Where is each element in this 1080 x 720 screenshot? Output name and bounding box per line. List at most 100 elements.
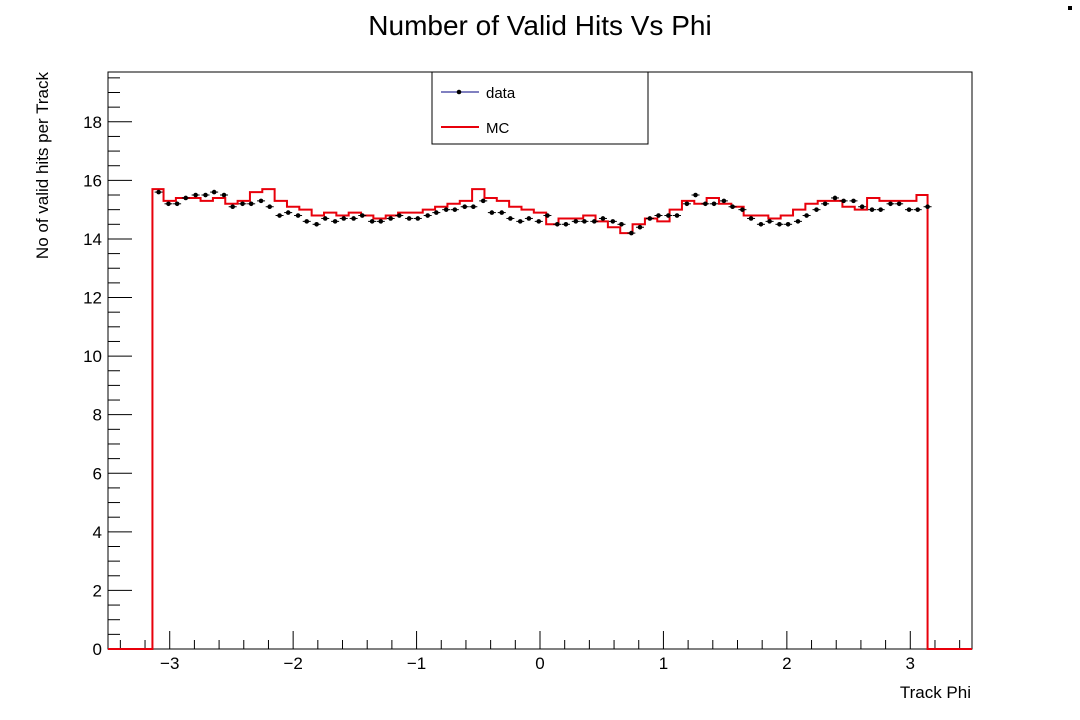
y-tick-label: 18 xyxy=(83,113,102,132)
data-point xyxy=(666,213,671,218)
data-point xyxy=(592,219,597,224)
data-point xyxy=(526,216,532,221)
data-point xyxy=(267,204,272,210)
corner-marker xyxy=(1068,6,1072,10)
data-point xyxy=(629,230,634,236)
data-point xyxy=(415,216,421,221)
data-point xyxy=(351,216,356,221)
data-point xyxy=(888,201,893,207)
data-point xyxy=(647,216,653,221)
data-point xyxy=(517,219,523,224)
data-point xyxy=(536,219,542,224)
data-point xyxy=(758,222,764,227)
data-point xyxy=(748,216,754,221)
data-point xyxy=(721,198,727,204)
x-tick-label: 1 xyxy=(659,654,668,673)
data-point xyxy=(674,213,680,218)
data-point xyxy=(563,222,569,227)
data-point xyxy=(582,219,587,224)
data-point xyxy=(545,213,550,218)
data-point xyxy=(777,222,782,227)
data-point xyxy=(193,192,198,198)
data-point xyxy=(878,207,883,212)
y-tick-label: 6 xyxy=(93,464,102,483)
data-point xyxy=(767,219,772,224)
legend-mc-label: MC xyxy=(486,120,509,137)
data-point xyxy=(637,224,643,230)
data-point xyxy=(211,189,217,195)
legend: data MC xyxy=(431,71,649,145)
data-point xyxy=(462,204,468,210)
data-point xyxy=(341,216,347,221)
y-tick-label: 2 xyxy=(93,581,102,600)
x-tick-label: 2 xyxy=(782,654,791,673)
data-point xyxy=(489,210,495,215)
legend-data-marker xyxy=(456,89,462,95)
data-point xyxy=(396,213,402,218)
data-point xyxy=(471,204,476,210)
data-point xyxy=(684,201,690,207)
data-point xyxy=(452,207,458,212)
data-point xyxy=(183,195,189,201)
x-tick-label: 0 xyxy=(535,654,544,673)
y-tick-label: 10 xyxy=(83,347,102,366)
data-point xyxy=(425,213,430,218)
data-point xyxy=(230,204,235,210)
data-point xyxy=(388,216,393,221)
data-point xyxy=(814,207,819,212)
data-point xyxy=(258,198,264,204)
data-point xyxy=(332,219,338,224)
data-point xyxy=(711,201,717,207)
data-point xyxy=(499,210,505,215)
data-point xyxy=(443,207,449,212)
data-point xyxy=(851,198,856,204)
data-point xyxy=(314,222,319,227)
data-point xyxy=(619,222,624,227)
data-point xyxy=(554,222,560,227)
data-point xyxy=(703,201,708,207)
data-point xyxy=(600,216,606,221)
data-point xyxy=(277,213,282,218)
data-point xyxy=(508,216,513,221)
data-point xyxy=(369,219,375,224)
data-point xyxy=(285,210,291,215)
data-point xyxy=(785,222,791,227)
data-point xyxy=(740,207,745,212)
legend-data-label: data xyxy=(486,85,516,102)
data-series xyxy=(154,189,932,236)
data-point xyxy=(378,219,384,224)
y-tick-label: 0 xyxy=(93,640,102,659)
data-point xyxy=(656,213,661,218)
data-point xyxy=(295,213,301,218)
data-point xyxy=(203,192,208,198)
y-tick-label: 16 xyxy=(83,171,102,190)
data-point xyxy=(221,192,227,198)
mc-step-line xyxy=(108,188,972,650)
mc-series xyxy=(108,188,972,650)
data-point xyxy=(359,213,365,218)
data-point xyxy=(174,201,180,207)
data-point xyxy=(573,219,579,224)
data-point xyxy=(166,201,171,207)
data-point xyxy=(869,207,875,212)
data-point xyxy=(925,204,930,210)
x-axis: −3 −2 −1 0 1 2 3 xyxy=(119,631,961,673)
data-point xyxy=(240,201,245,207)
data-point xyxy=(610,219,616,224)
y-tick-label: 12 xyxy=(83,289,102,308)
data-point xyxy=(906,207,912,212)
data-point xyxy=(822,201,828,207)
data-point xyxy=(434,210,439,215)
data-point xyxy=(248,201,254,207)
y-axis-title: No of valid hits per Track xyxy=(33,72,52,260)
x-tick-label: −2 xyxy=(283,654,302,673)
data-point xyxy=(795,219,801,224)
data-point xyxy=(859,204,865,210)
y-tick-label: 8 xyxy=(93,406,102,425)
data-point xyxy=(156,189,161,195)
data-point xyxy=(841,198,846,204)
data-point xyxy=(406,216,412,221)
data-point xyxy=(804,213,809,218)
data-point xyxy=(832,195,838,201)
